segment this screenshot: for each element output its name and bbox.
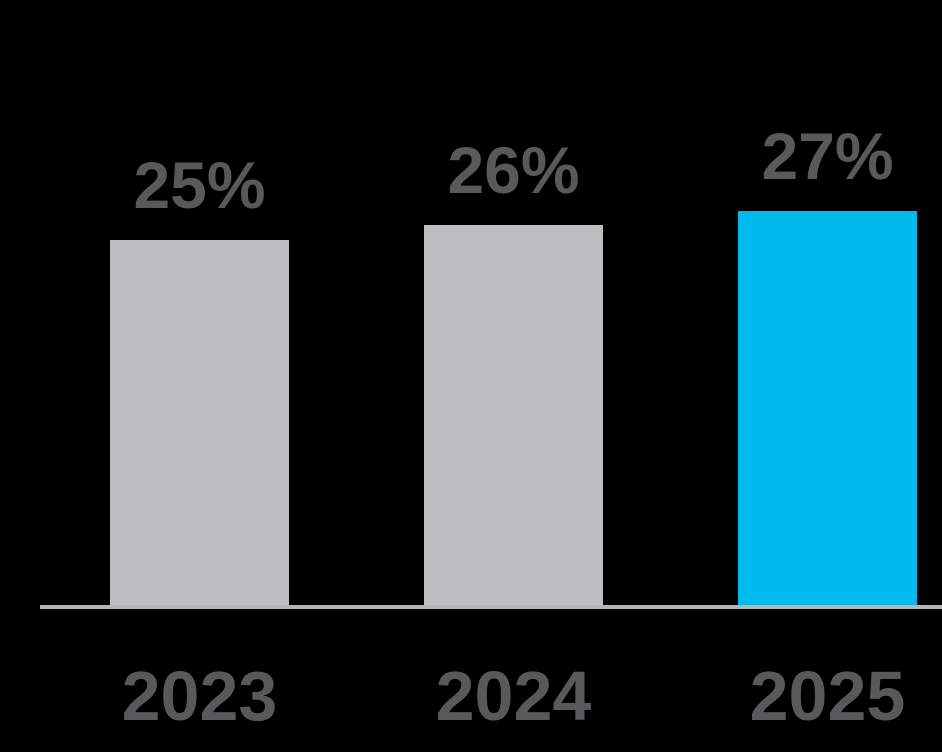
bar-value-label-2025: 27% [761, 119, 894, 193]
bar-category-label-2023: 2023 [121, 657, 278, 735]
bar-category-label-2024: 2024 [435, 657, 592, 735]
bar-category-label-2025: 2025 [749, 657, 906, 735]
bar-value-label-2024: 26% [447, 133, 580, 207]
bar-2023 [110, 240, 289, 605]
bar-value-label-2023: 25% [133, 148, 266, 222]
bar-chart: 25% 2023 26% 2024 27% 2025 [40, 16, 942, 736]
bar-2025 [738, 211, 917, 605]
x-axis-line [40, 605, 942, 609]
bar-2024 [424, 225, 603, 605]
